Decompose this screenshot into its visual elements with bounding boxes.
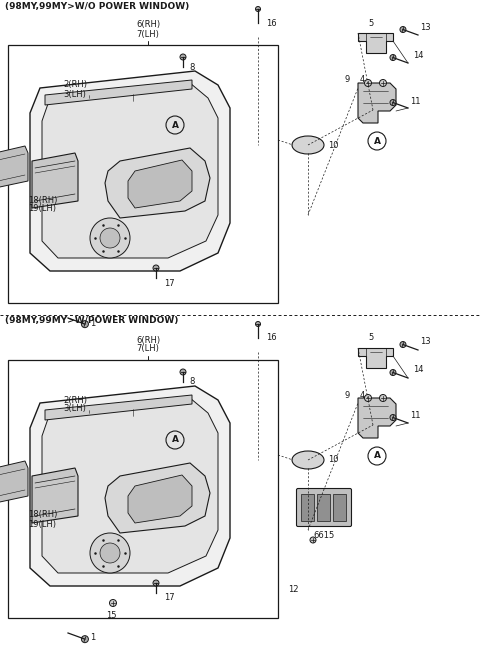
FancyBboxPatch shape: [297, 488, 351, 526]
Polygon shape: [358, 348, 393, 368]
Circle shape: [100, 228, 120, 248]
Polygon shape: [358, 398, 396, 438]
Circle shape: [100, 543, 120, 563]
Text: 9: 9: [345, 390, 350, 399]
Ellipse shape: [292, 451, 324, 469]
Polygon shape: [42, 83, 218, 258]
Circle shape: [90, 533, 130, 573]
Circle shape: [400, 342, 406, 348]
Circle shape: [180, 54, 186, 60]
Text: 11: 11: [410, 412, 420, 421]
Text: 19(LH): 19(LH): [28, 519, 56, 528]
Text: 6(RH): 6(RH): [136, 21, 160, 30]
Polygon shape: [30, 71, 230, 271]
Polygon shape: [358, 83, 396, 123]
Text: 12: 12: [288, 586, 299, 595]
Text: A: A: [171, 121, 179, 130]
Polygon shape: [32, 468, 78, 523]
Text: 13: 13: [420, 23, 431, 32]
Text: 14: 14: [413, 366, 423, 375]
Polygon shape: [30, 386, 230, 586]
Text: 16: 16: [266, 333, 276, 342]
Polygon shape: [105, 463, 210, 533]
Circle shape: [390, 55, 396, 61]
Text: 17: 17: [164, 593, 175, 602]
Circle shape: [255, 6, 261, 12]
Text: 19(LH): 19(LH): [28, 204, 56, 213]
Circle shape: [255, 321, 261, 326]
Polygon shape: [0, 461, 28, 503]
Polygon shape: [32, 153, 78, 208]
Text: 5: 5: [368, 333, 373, 342]
Bar: [333, 494, 346, 521]
Text: 10: 10: [328, 141, 338, 150]
Text: 11: 11: [410, 97, 420, 106]
Circle shape: [109, 599, 117, 606]
Text: A: A: [373, 137, 381, 146]
Circle shape: [380, 395, 386, 401]
Circle shape: [180, 369, 186, 375]
Text: 18(RH): 18(RH): [28, 195, 58, 204]
Circle shape: [310, 537, 316, 543]
Text: 6615: 6615: [313, 530, 335, 539]
Text: 4: 4: [360, 390, 365, 399]
Text: 8: 8: [189, 63, 194, 72]
Text: 2(RH): 2(RH): [63, 395, 87, 404]
Polygon shape: [0, 146, 28, 188]
Polygon shape: [45, 395, 192, 420]
Bar: [301, 494, 314, 521]
Circle shape: [90, 218, 130, 258]
Circle shape: [82, 321, 88, 328]
Circle shape: [364, 79, 372, 86]
Circle shape: [364, 395, 372, 401]
Bar: [8, 45, 278, 303]
Text: 1: 1: [90, 633, 95, 642]
Text: 5: 5: [368, 19, 373, 28]
Text: 7(LH): 7(LH): [137, 344, 159, 353]
Text: 16: 16: [266, 19, 276, 28]
Circle shape: [153, 265, 159, 271]
Polygon shape: [128, 475, 192, 523]
Polygon shape: [45, 80, 192, 105]
Text: 15: 15: [106, 611, 116, 619]
Text: 14: 14: [413, 50, 423, 59]
Text: A: A: [171, 435, 179, 444]
Text: (98MY,99MY>W/O POWER WINDOW): (98MY,99MY>W/O POWER WINDOW): [5, 1, 189, 10]
Ellipse shape: [292, 136, 324, 154]
Circle shape: [390, 415, 396, 421]
Circle shape: [82, 636, 88, 642]
Polygon shape: [358, 33, 393, 53]
Text: A: A: [373, 451, 381, 461]
Text: 1: 1: [90, 319, 95, 328]
Polygon shape: [105, 148, 210, 218]
Text: 10: 10: [328, 455, 338, 464]
Circle shape: [390, 99, 396, 106]
Bar: [8, 360, 278, 618]
Text: 9: 9: [345, 75, 350, 84]
Bar: [317, 494, 330, 521]
Circle shape: [400, 26, 406, 32]
Polygon shape: [128, 160, 192, 208]
Text: 3(LH): 3(LH): [63, 404, 86, 413]
Text: 6(RH): 6(RH): [136, 335, 160, 344]
Text: 17: 17: [164, 279, 175, 288]
Text: 13: 13: [420, 337, 431, 346]
Circle shape: [153, 580, 159, 586]
Text: 4: 4: [360, 75, 365, 84]
Text: 7(LH): 7(LH): [137, 30, 159, 39]
Text: 18(RH): 18(RH): [28, 510, 58, 519]
Circle shape: [390, 370, 396, 375]
Text: 8: 8: [189, 377, 194, 386]
Text: 3(LH): 3(LH): [63, 90, 86, 99]
Text: 2(RH): 2(RH): [63, 81, 87, 90]
Text: (98MY,99MY>W/POWER WINDOW): (98MY,99MY>W/POWER WINDOW): [5, 315, 179, 324]
Polygon shape: [42, 398, 218, 573]
Circle shape: [380, 79, 386, 86]
